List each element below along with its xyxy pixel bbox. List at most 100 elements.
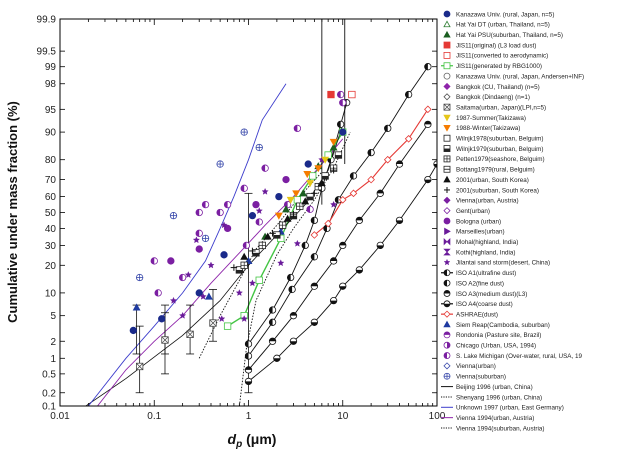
legend-label: Mohal(highland, India): [456, 239, 518, 246]
legend-item: Shenyang 1996 (urban, China): [441, 394, 542, 401]
legend-label: Hat Yai PSU(suburban, Thailand, n=5): [456, 32, 563, 39]
data-point: [258, 241, 266, 250]
data-point: [321, 172, 329, 180]
series-line: [248, 124, 429, 371]
data-point: [275, 192, 283, 201]
data-point: [169, 296, 178, 304]
legend-label: JIS11(generated by RBG1000): [456, 63, 542, 70]
legend-label: ISO A2(fine dust): [456, 280, 504, 287]
data-point: [355, 216, 363, 225]
legend-label: Vienna(suburban): [456, 374, 506, 381]
legend-label: Kothi(highland, India): [456, 249, 516, 256]
data-point: [278, 221, 287, 229]
series-line: [198, 171, 323, 359]
legend-item: Vienna 1994(urban, Austria): [441, 415, 534, 422]
legend-item: Kanazawa Univ. (rural, Japan, n=5): [443, 10, 554, 18]
legend-label: ISO A3(medium dust)(L3): [456, 291, 527, 298]
y-tick-label: 90: [45, 128, 57, 139]
data-point: [337, 90, 345, 99]
legend-label: Vienna 1994(urban, Austria): [456, 415, 534, 422]
data-point: [240, 252, 249, 260]
legend-item: Beijing 1996 (urban, China): [441, 384, 533, 391]
legend-label: Petten1979(seashore, Belguim): [456, 156, 545, 163]
data-point: [404, 90, 413, 99]
data-point: [136, 362, 144, 371]
data-point: [293, 124, 302, 133]
data-point: [268, 306, 277, 314]
data-point: [349, 189, 358, 198]
y-tick-label: 70: [45, 175, 57, 186]
legend-label: Saitama(urban, Japan)(LPI,n=5): [456, 104, 546, 111]
data-point: [339, 241, 347, 250]
legend-item: Unknown 1997 (urban, East Germany): [441, 405, 564, 412]
data-point: [204, 292, 213, 300]
data-point: [248, 279, 256, 287]
legend-label: Siem Reap(Cambodia, suburban): [456, 322, 550, 329]
data-point: [293, 239, 301, 247]
data-point: [311, 190, 318, 197]
data-point: [289, 337, 298, 345]
data-point: [286, 196, 295, 204]
legend-item: Jilantai sand storm(desert, China): [443, 258, 550, 267]
legend-label: Unknown 1997 (urban, East Germany): [456, 405, 564, 412]
legend-label: Kanazawa Univ. (rural, Japan, Andersen+I…: [456, 73, 584, 80]
series-line: [88, 83, 287, 406]
data-point: [310, 253, 319, 261]
data-point: [296, 202, 304, 210]
data-point: [283, 214, 292, 222]
legend-item: S. Lake Michigan (Over-water, rural, USA…: [443, 352, 582, 360]
data-point: [376, 241, 384, 250]
legend-item: Bangkok (Dindaeng) (n=1): [443, 93, 530, 101]
data-point: [329, 143, 338, 151]
data-point: [169, 211, 178, 220]
data-point: [376, 189, 384, 197]
data-point: [240, 128, 248, 136]
legend-label: Vienna 1994(suburban, Austria): [456, 425, 544, 432]
data-point: [178, 273, 187, 282]
data-point: [424, 105, 432, 114]
data-point: [306, 180, 314, 188]
data-point: [195, 289, 203, 297]
data-point: [329, 138, 338, 146]
data-point: [195, 245, 203, 253]
y-tick-label: 30: [45, 241, 57, 252]
data-point: [299, 189, 308, 197]
legend-item: Bologna (urban): [443, 217, 501, 225]
data-point: [282, 175, 290, 184]
y-tick-label: 99.9: [37, 15, 57, 26]
legend-item: Vienna(suburban): [443, 372, 506, 381]
data-point: [424, 175, 432, 184]
data-point: [216, 160, 224, 168]
legend-label: Bangkok (CU, Thailand) (n=5): [456, 84, 540, 91]
data-point: [274, 212, 283, 220]
data-point: [240, 261, 248, 269]
data-point: [248, 211, 257, 220]
legend-item: Petten1979(seashore, Belguim): [443, 155, 545, 163]
data-point: [263, 232, 272, 240]
x-tick-label: 10: [337, 411, 349, 422]
legend-label: 1987-Summer(Takizawa): [456, 115, 526, 122]
data-point: [207, 261, 215, 269]
data-point: [223, 322, 232, 330]
legend-item: Kothi(highland, India): [443, 248, 516, 256]
legend-label: 2001(urban, South Korea): [456, 177, 529, 184]
data-point: [339, 99, 347, 107]
legend-item: Wilnjk1978(suburban, Belguim): [443, 134, 544, 143]
data-point: [235, 266, 244, 274]
data-point: [252, 200, 260, 209]
legend-item: ISO A3(medium dust)(L3): [443, 290, 527, 298]
data-point: [230, 264, 238, 271]
data-point: [201, 200, 210, 209]
data-point: [216, 208, 224, 217]
data-point: [249, 247, 256, 255]
legend-item: Kanazawa Univ. (rural, Japan, Andersen+I…: [443, 72, 584, 80]
error-bar: [160, 304, 169, 355]
legend-label: Shenyang 1996 (urban, China): [456, 394, 542, 401]
x-axis-label: dp (μm): [228, 431, 277, 450]
y-tick-label: 99.5: [37, 47, 57, 58]
data-point: [324, 151, 332, 159]
data-point: [240, 184, 248, 192]
data-point: [292, 190, 301, 198]
legend-label: Gent(urban): [456, 208, 490, 215]
legend-label: Hat Yai DT (urban, Thailand, n=5): [456, 22, 550, 29]
